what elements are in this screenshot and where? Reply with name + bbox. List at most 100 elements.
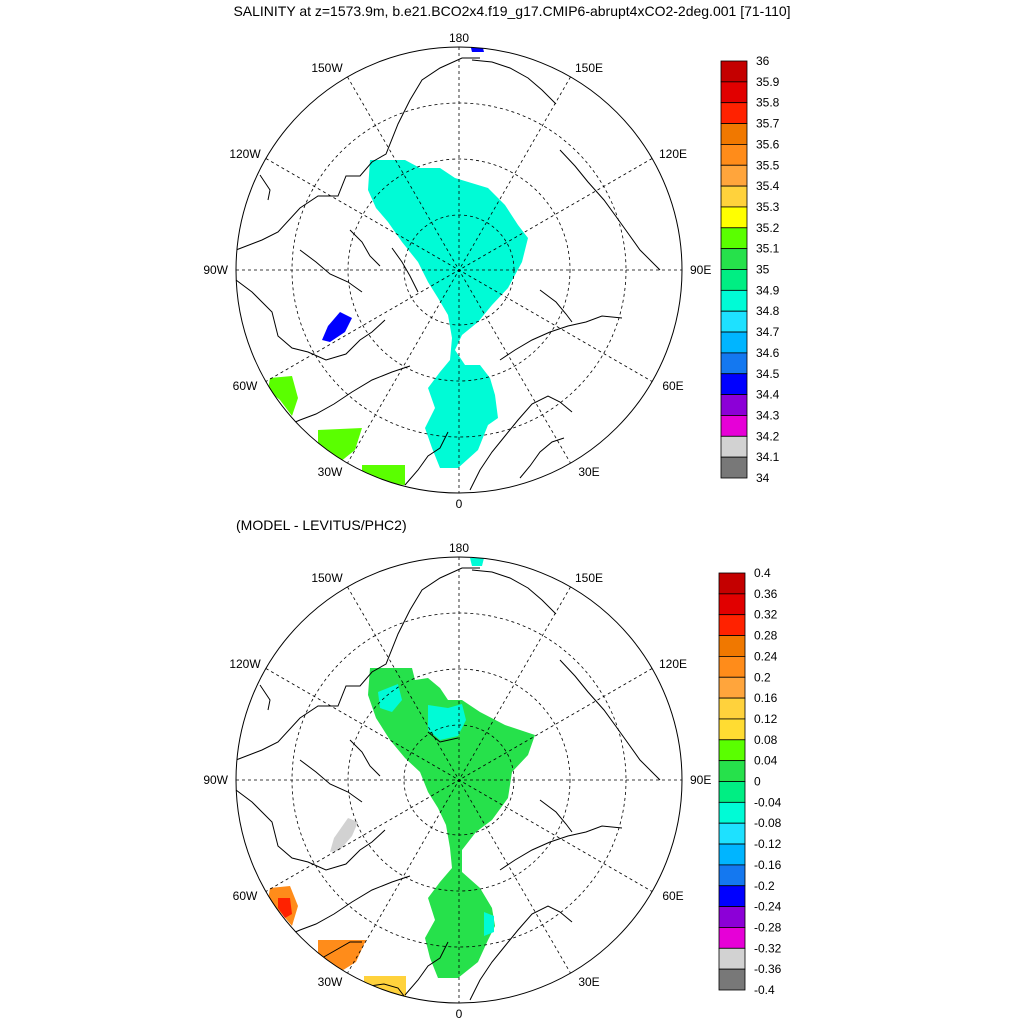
cyan-patch-d-fill xyxy=(484,912,494,936)
colorbar-swatch xyxy=(718,885,746,908)
colorbar-swatch xyxy=(718,760,746,782)
colorbar-swatch xyxy=(718,635,746,657)
colorbar-tick-label: 0.04 xyxy=(754,754,778,768)
colorbar-tick-label: 34.3 xyxy=(756,408,780,422)
colorbar-swatch xyxy=(720,206,748,229)
colorbar-swatch xyxy=(718,822,746,845)
cyan-patch-b-fill xyxy=(428,704,466,740)
map-interior xyxy=(236,557,682,1003)
colorbar-tick-label: 35.7 xyxy=(756,117,780,131)
blue-patch-fill xyxy=(322,312,352,342)
colorbar-tick-label: 35 xyxy=(756,263,770,277)
colorbar-swatch xyxy=(720,269,748,291)
lon-label-180: 180 xyxy=(449,541,469,555)
colorbar-swatch xyxy=(720,331,748,354)
lon-label-150e: 150E xyxy=(575,61,603,75)
main-region-fill xyxy=(368,160,528,468)
lon-label-180: 180 xyxy=(449,31,469,45)
colorbar-tick-label: 35.8 xyxy=(756,96,780,110)
colorbar-swatch xyxy=(718,739,746,762)
colorbar-tick-label: 34.8 xyxy=(756,304,780,318)
colorbar-swatch xyxy=(718,572,746,595)
colorbar-swatch xyxy=(718,614,746,636)
graticule xyxy=(236,47,682,493)
red-patch-60w-fill xyxy=(278,898,292,918)
colorbar-swatch xyxy=(718,843,746,866)
lon-label-90e: 90E xyxy=(690,263,711,277)
colorbar-swatch xyxy=(720,394,748,416)
lon-label-30w: 30W xyxy=(318,465,343,479)
longitude-labels: 180 0 90W 90E 150W 120W 150E 120E 60W 30… xyxy=(203,31,711,511)
colorbar-swatch xyxy=(720,352,748,375)
colorbar-swatch xyxy=(718,697,746,720)
colorbar-tick-label: -0.4 xyxy=(754,983,775,997)
main-region-fill xyxy=(368,668,535,978)
lon-label-60w: 60W xyxy=(233,889,258,903)
lon-label-0: 0 xyxy=(456,497,463,511)
figure-title: SALINITY at z=1573.9m, b.e21.BCO2x4.f19_… xyxy=(233,3,790,19)
colorbar-swatch xyxy=(718,593,746,616)
colorbar-swatch xyxy=(720,123,748,145)
colorbar-swatch xyxy=(720,102,748,124)
lon-label-90w: 90W xyxy=(203,773,228,787)
map-boundary xyxy=(235,556,683,1004)
longitude-labels: 180 0 90W 90E 150W 120W 150E 120E 60W 30… xyxy=(203,541,711,1021)
green-patch-30w-fill xyxy=(362,465,405,485)
colorbar-swatch xyxy=(720,185,748,208)
colorbar-swatch xyxy=(720,310,748,333)
colorbar-tick-label: -0.04 xyxy=(754,795,782,809)
colorbar-tick-label: -0.28 xyxy=(754,920,782,934)
difference-subtitle: (MODEL - LEVITUS/PHC2) xyxy=(236,517,407,533)
colorbar-tick-label: 35.5 xyxy=(756,158,780,172)
colorbar-tick-label: 36 xyxy=(756,54,770,68)
colorbar-tick-label: 35.1 xyxy=(756,242,780,256)
colorbar-swatch xyxy=(718,718,746,741)
yellow-patch-30w-fill xyxy=(364,976,406,996)
colorbar-swatch xyxy=(720,143,748,166)
colorbar-tick-label: 0 xyxy=(754,775,761,789)
colorbar-tick-label: -0.16 xyxy=(754,858,782,872)
colorbar-tick-label: 35.9 xyxy=(756,75,780,89)
lon-label-60e: 60E xyxy=(662,889,683,903)
map-interior xyxy=(236,47,682,493)
difference-map-panel: 180 0 90W 90E 150W 120W 150E 120E 60W 30… xyxy=(203,541,781,1021)
coastlines xyxy=(236,57,661,491)
lon-label-30e: 30E xyxy=(578,975,599,989)
colorbar-swatch xyxy=(720,227,748,250)
colorbar-tick-label: 34.4 xyxy=(756,388,780,402)
colorbar-tick-label: -0.32 xyxy=(754,941,782,955)
colorbar-tick-label: -0.24 xyxy=(754,900,782,914)
colorbar-swatch xyxy=(718,906,746,928)
lon-label-150w: 150W xyxy=(311,571,343,585)
lon-label-30w: 30W xyxy=(318,975,343,989)
colorbar-swatch xyxy=(720,248,748,270)
coastlines xyxy=(236,567,661,1001)
colorbar-tick-label: 35.2 xyxy=(756,221,780,235)
lon-label-0: 0 xyxy=(456,1007,463,1021)
colorbar-tick-label: 0.2 xyxy=(754,670,771,684)
graticule xyxy=(236,557,682,1003)
colorbar-tick-label: 0.08 xyxy=(754,733,778,747)
colorbar-tick-label: -0.12 xyxy=(754,837,782,851)
colorbar-tick-label: 35.6 xyxy=(756,137,780,151)
colorbar-tick-label: 34.7 xyxy=(756,325,780,339)
colorbar-tick-label: 34.2 xyxy=(756,429,780,443)
lon-label-120e: 120E xyxy=(659,657,687,671)
colorbar-swatch xyxy=(718,968,746,991)
lon-label-90w: 90W xyxy=(203,263,228,277)
colorbar-tick-label: 0.36 xyxy=(754,587,778,601)
colorbar-swatch xyxy=(718,801,746,824)
colorbar-swatch xyxy=(720,164,748,187)
colorbar-swatch xyxy=(718,656,746,678)
gray-patch-fill xyxy=(330,818,358,852)
lon-label-120e: 120E xyxy=(659,147,687,161)
colorbar-tick-label: 34.5 xyxy=(756,367,780,381)
colorbar-swatch xyxy=(720,289,748,312)
colorbar-tick-label: 0.16 xyxy=(754,691,778,705)
colorbar-swatch xyxy=(718,676,746,699)
lon-label-120w: 120W xyxy=(229,147,261,161)
colorbar-tick-label: -0.2 xyxy=(754,879,775,893)
colorbar-tick-label: 0.12 xyxy=(754,712,778,726)
green-patch-45w-fill xyxy=(318,428,362,462)
